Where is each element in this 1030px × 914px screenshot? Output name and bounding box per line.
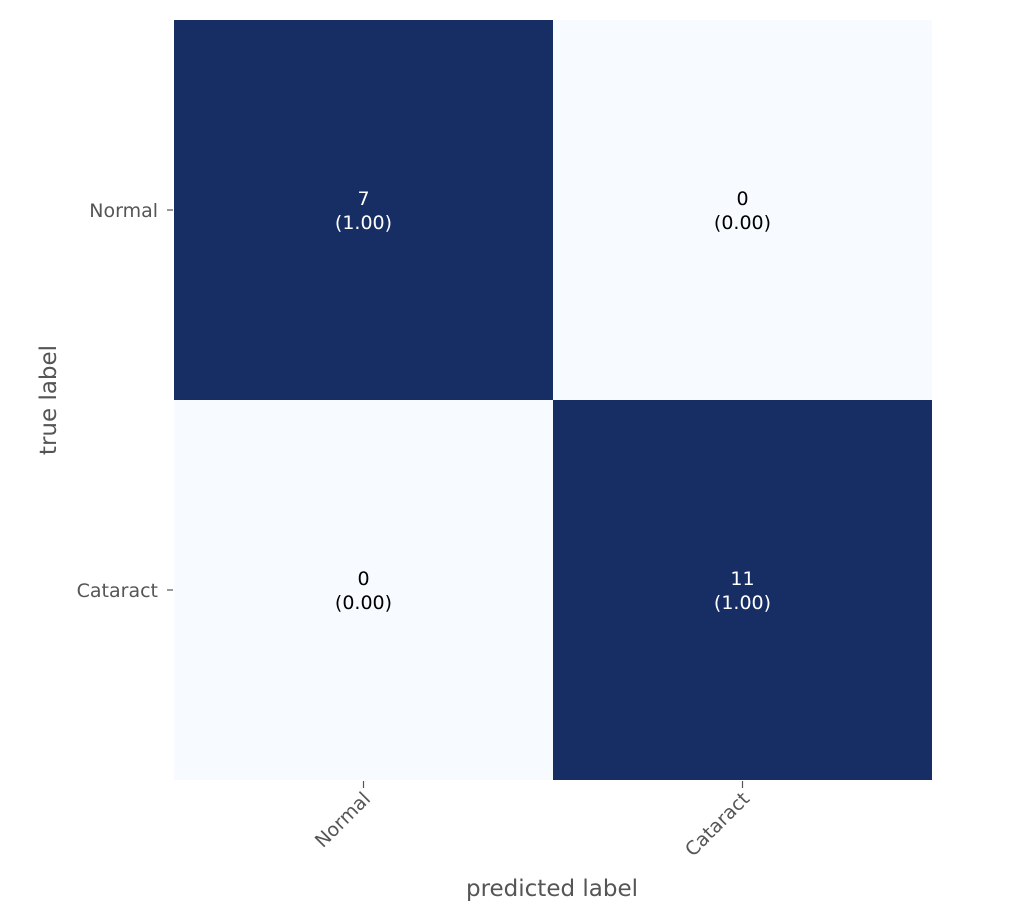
x-axis-label: predicted label <box>466 876 638 902</box>
cell-count-r0-c1: 0 <box>736 188 748 210</box>
x-tick-label: Cataract <box>681 788 754 861</box>
heatmap-cells <box>174 20 932 780</box>
heatmap-cell-r1-c1 <box>553 400 932 780</box>
y-tick-label: Normal <box>89 200 158 222</box>
y-tick-label: Cataract <box>77 580 158 602</box>
heatmap-cell-r0-c0 <box>174 20 553 400</box>
cell-ratio-r1-c1: (1.00) <box>714 592 771 614</box>
x-tick-label: Normal <box>311 788 375 852</box>
cell-ratio-r1-c0: (0.00) <box>335 592 392 614</box>
heatmap-cell-r1-c0 <box>174 400 553 780</box>
cell-ratio-r0-c1: (0.00) <box>714 212 771 234</box>
cell-ratio-r0-c0: (1.00) <box>335 212 392 234</box>
y-axis-label: true label <box>36 345 62 455</box>
heatmap-cell-r0-c1 <box>553 20 932 400</box>
y-axis-ticks: Normal Cataract <box>77 200 173 602</box>
cell-count-r1-c1: 11 <box>730 568 754 590</box>
cell-labels: 7(1.00)0(0.00)0(0.00)11(1.00) <box>335 188 771 614</box>
x-axis-ticks: Normal Cataract <box>311 781 754 861</box>
cell-count-r1-c0: 0 <box>357 568 369 590</box>
cell-count-r0-c0: 7 <box>357 188 369 210</box>
